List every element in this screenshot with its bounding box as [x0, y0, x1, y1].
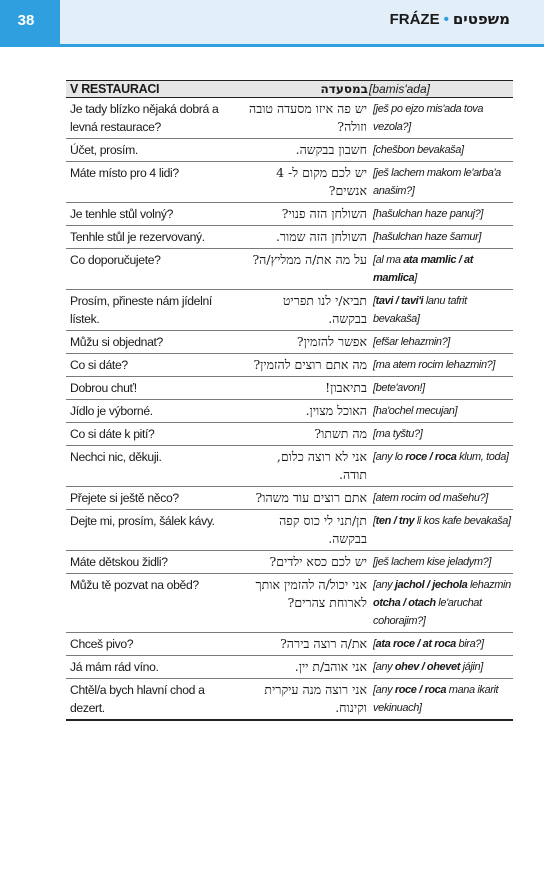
table-row: Co si dáte? מה אתם רוצים להזמין? [ma atem … — [66, 354, 513, 377]
heading-he: במסעדה — [320, 82, 368, 96]
phrase-transcription: [any lo roce / roca klum, toda] — [373, 451, 509, 463]
table-row: Dobrou chuť! בתיאבון! [bete'avon!] — [66, 377, 513, 400]
phrase-transcription: [tavi / tavi'i lanu tafrit bevakaša] — [373, 295, 467, 325]
table-row: Můžu si objednat? אפשר להזמין? [efšar leha… — [66, 331, 513, 354]
phrase-cz: Můžu si objednat? — [70, 335, 163, 349]
table-row: Nechci nic, děkuji. אני לא רוצה כלום, תוד… — [66, 446, 513, 487]
phrase-cz: Přejete si ještě něco? — [70, 491, 179, 505]
table-row: Dejte mi, prosím, šálek kávy. תן/תני לי כ… — [66, 510, 513, 551]
phrase-transcription: [hašulchan haze panuj?] — [373, 208, 484, 220]
page-number: 38 — [17, 12, 35, 29]
table-row: Prosím, přineste nám jídelní lístek. תביא… — [66, 290, 513, 331]
phrase-transcription: [ma atem rocim lehazmin?] — [373, 359, 496, 371]
table-row: Účet, prosím. חשבון בבקשה. [chešbon bevaka… — [66, 139, 513, 162]
phrase-transcription: [ha'ochel mecujan] — [373, 405, 458, 417]
phrase-he: יש לכם כסא ילדים? — [269, 554, 367, 569]
table-row: Můžu tě pozvat na oběd? אני יכול/ה להזמין… — [66, 574, 513, 633]
phrase-he: אני רוצה מנה עיקרית וקינוח. — [264, 682, 367, 715]
page-header: 38 FRÁZE • משפטים — [0, 0, 544, 44]
heading-transcription: [bamis'ada] — [369, 82, 430, 96]
phrase-transcription: [hašulchan haze šamur] — [373, 231, 481, 243]
phrase-transcription: [ješ lachem makom le'arba'a anašim?] — [373, 167, 501, 197]
phrase-cz: Máte místo pro 4 lidi? — [70, 166, 179, 180]
phrase-he: חשבון בבקשה. — [295, 142, 367, 157]
phrase-cz: Jídlo je výborné. — [70, 404, 153, 418]
section-title: FRÁZE • משפטים — [390, 10, 510, 28]
phrase-cz: Máte dětskou židli? — [70, 555, 168, 569]
phrase-he: אני לא רוצה כלום, תודה. — [276, 449, 367, 482]
phrase-cz: Je tady blízko nějaká dobrá a levná rest… — [70, 102, 219, 134]
table-row: Já mám rád víno. אני אוהב/ת יין. [any ohev… — [66, 656, 513, 679]
phrase-transcription: [bete'avon!] — [373, 382, 425, 394]
phrase-cz: Dobrou chuť! — [70, 381, 137, 395]
table-row: Je tenhle stůl volný? השולחן הזה פנוי? [ha… — [66, 203, 513, 226]
phrase-rows: Je tady blízko nějaká dobrá a levná rest… — [66, 98, 513, 721]
phrase-he: על מה את/ה ממליץ/ה? — [252, 252, 367, 267]
phrase-he: אני יכול/ה להזמין אותך לארוחת צהרים? — [255, 577, 367, 610]
phrase-transcription: [ma tyštu?] — [373, 428, 423, 440]
phrase-transcription: [efšar lehazmin?] — [373, 336, 450, 348]
phrase-cz: Účet, prosím. — [70, 143, 138, 157]
phrase-cz: Co si dáte? — [70, 358, 128, 372]
phrase-he: אפשר להזמין? — [296, 334, 367, 349]
heading-cz: V RESTAURACI — [70, 82, 160, 96]
phrase-cz: Já mám rád víno. — [70, 660, 159, 674]
section-title-he: משפטים — [452, 10, 510, 28]
table-row: Je tady blízko nějaká dobrá a levná rest… — [66, 98, 513, 139]
table-row: Chtěl/a bych hlavní chod a dezert. אני רו… — [66, 679, 513, 721]
phrase-transcription: [ješ lachem kise jeladym?] — [373, 556, 491, 568]
table-row: Chceš pivo? את/ה רוצה בירה? [ata roce / at… — [66, 633, 513, 656]
phrase-he: תביא/י לנו תפריט בבקשה. — [282, 293, 367, 326]
phrase-cz: Dejte mi, prosím, šálek kávy. — [70, 514, 215, 528]
phrase-he: בתיאבון! — [325, 380, 367, 395]
phrase-transcription: [chešbon bevakaša] — [373, 144, 464, 156]
page-number-box: 38 — [0, 0, 60, 44]
phrase-he: יש לכם מקום ל- 4 אנשים? — [276, 165, 367, 198]
phrase-he: אני אוהב/ת יין. — [294, 659, 367, 674]
phrase-transcription: [ten / tny li kos kafe bevakaša] — [373, 515, 511, 527]
phrase-he: מה אתם רוצים להזמין? — [253, 357, 367, 372]
phrase-he: מה תשתו? — [314, 426, 367, 441]
phrase-cz: Prosím, přineste nám jídelní lístek. — [70, 294, 212, 326]
phrase-transcription: [any ohev / ohevet jájin] — [373, 661, 483, 673]
title-separator: • — [443, 11, 449, 28]
phrase-he: אתם רוצים עוד משהו? — [255, 490, 367, 505]
phrase-table: V RESTAURACI במסעדה [bamis'ada] Je tady … — [66, 80, 513, 721]
phrase-transcription: [ata roce / at roca bira?] — [373, 638, 484, 650]
phrase-transcription: [ješ po ejzo mis'ada tova vezola?] — [373, 103, 484, 133]
phrase-he: יש פה איזו מסעדה טובה וזולה? — [249, 101, 367, 134]
table-row: Co doporučujete? על מה את/ה ממליץ/ה? [al m… — [66, 249, 513, 290]
phrase-cz: Můžu tě pozvat na oběd? — [70, 578, 199, 592]
phrase-cz: Nechci nic, děkuji. — [70, 450, 162, 464]
phrase-transcription: [any roce / roca mana ikarit vekinuach] — [373, 684, 499, 714]
table-row: Co si dáte k pití? מה תשתו? [ma tyštu?] — [66, 423, 513, 446]
table-row: Máte místo pro 4 lidi? יש לכם מקום ל- 4 א… — [66, 162, 513, 203]
phrase-he: השולחן הזה שמור. — [275, 229, 367, 244]
phrase-cz: Chceš pivo? — [70, 637, 134, 651]
table-row: Přejete si ještě něco? אתם רוצים עוד משהו… — [66, 487, 513, 510]
table-row: Jídlo je výborné. האוכל מצוין. [ha'ochel m… — [66, 400, 513, 423]
table-row: Tenhle stůl je rezervovaný. השולחן הזה שמ… — [66, 226, 513, 249]
table-row: Máte dětskou židli? יש לכם כסא ילדים? [ješ… — [66, 551, 513, 574]
phrase-he: השולחן הזה פנוי? — [281, 206, 367, 221]
phrase-cz: Co doporučujete? — [70, 253, 161, 267]
phrase-he: האוכל מצוין. — [305, 403, 367, 418]
phrase-transcription: [any jachol / jechola lehazmin otcha / o… — [373, 579, 511, 627]
phrase-cz: Tenhle stůl je rezervovaný. — [70, 230, 205, 244]
phrase-cz: Je tenhle stůl volný? — [70, 207, 174, 221]
phrase-he: את/ה רוצה בירה? — [280, 636, 367, 651]
phrase-transcription: [al ma ata mamlic / at mamlica] — [373, 254, 474, 284]
table-heading: V RESTAURACI במסעדה [bamis'ada] — [66, 80, 513, 98]
phrase-cz: Chtěl/a bych hlavní chod a dezert. — [70, 683, 205, 715]
phrase-transcription: [atem rocim od mašehu?] — [373, 492, 488, 504]
phrase-cz: Co si dáte k pití? — [70, 427, 155, 441]
phrase-he: תן/תני לי כוס קפה בבקשה. — [279, 513, 367, 546]
section-title-cz: FRÁZE — [389, 11, 440, 28]
header-rule — [0, 44, 544, 47]
